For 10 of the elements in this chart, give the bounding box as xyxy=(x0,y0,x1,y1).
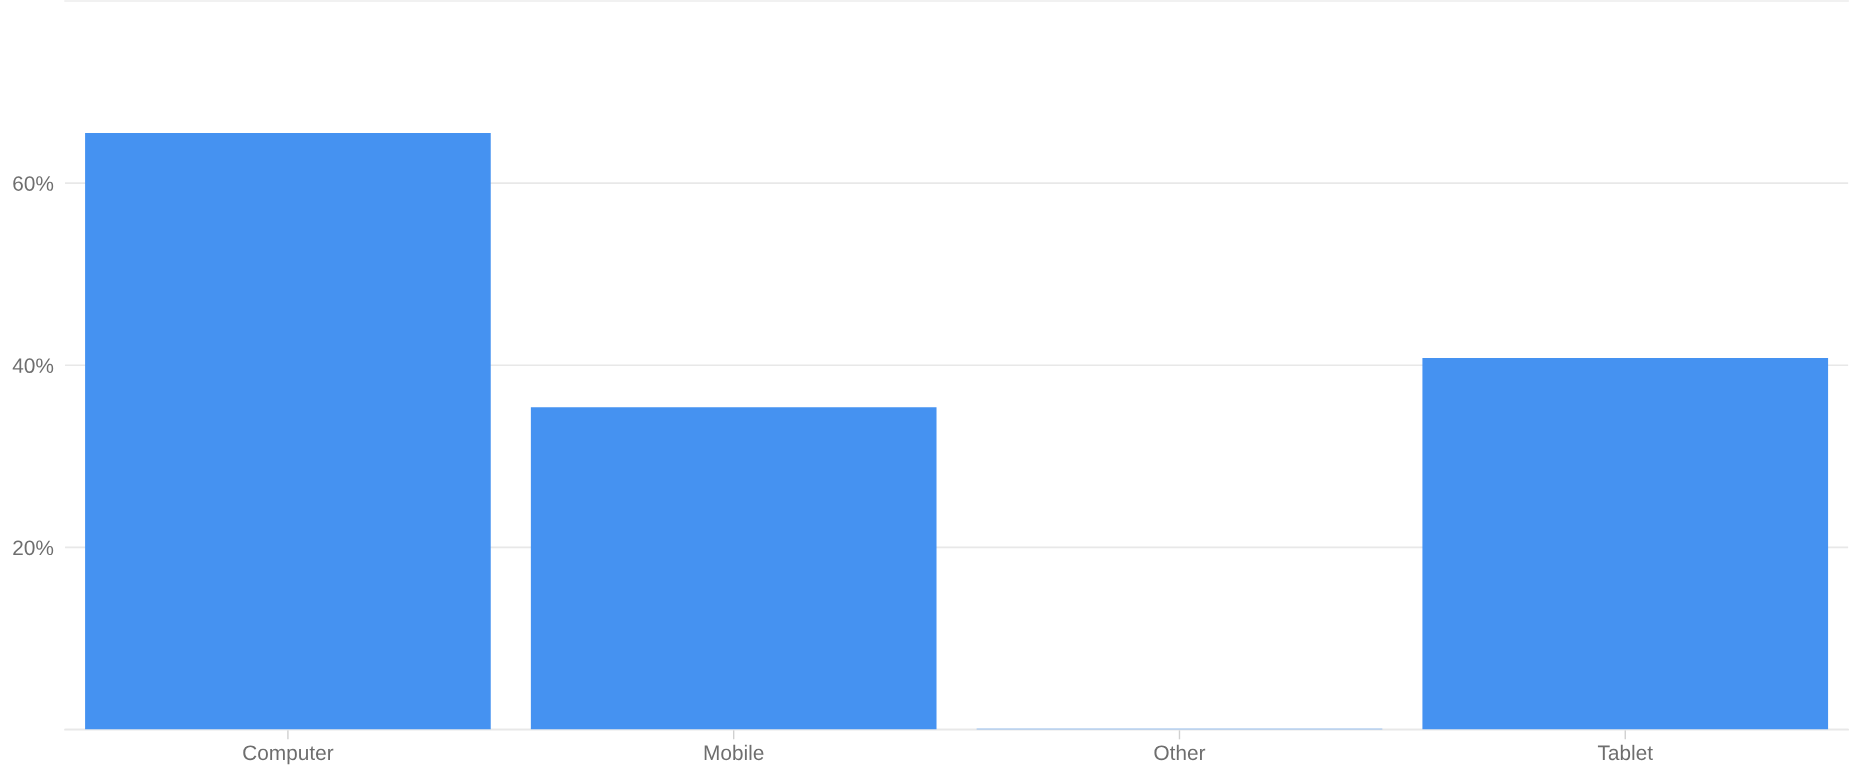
y-tick-label: 20% xyxy=(13,540,54,556)
x-tick-label: Other xyxy=(1154,744,1206,761)
bar xyxy=(85,133,491,730)
x-tick-label: Mobile xyxy=(704,744,764,761)
bar xyxy=(1422,358,1829,730)
x-tick-label: Tablet xyxy=(1597,744,1653,761)
bar xyxy=(530,407,937,730)
y-tick-label: 40% xyxy=(12,358,54,374)
y-tick-label: 60% xyxy=(13,176,54,191)
x-tick-label: Computer xyxy=(243,745,334,765)
